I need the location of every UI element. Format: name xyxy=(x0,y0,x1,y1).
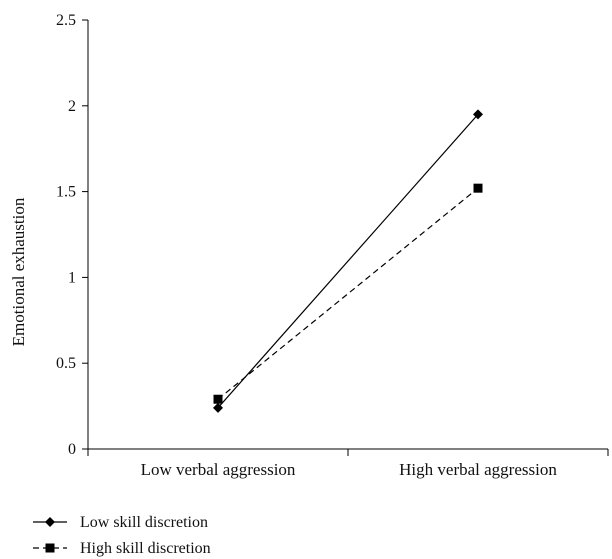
x-axis-categories: Low verbal aggression High verbal aggress… xyxy=(87,449,609,479)
series-high-skill-discretion xyxy=(213,183,483,404)
chart-axes xyxy=(87,20,608,450)
data-point xyxy=(473,109,483,120)
y-axis-title: Emotional exhaustion xyxy=(9,197,28,346)
legend-marker xyxy=(45,543,55,553)
y-tick-label: 1.5 xyxy=(56,184,76,201)
series-low-skill-discretion xyxy=(213,109,483,413)
data-point xyxy=(473,183,483,193)
y-axis-ticks: 0 0.5 1 1.5 2 2.5 xyxy=(56,12,88,458)
legend-item: Low skill discretion xyxy=(33,514,208,531)
y-tick-label: 2.5 xyxy=(56,12,76,29)
x-category-label: Low verbal aggression xyxy=(141,460,296,479)
legend-label: High skill discretion xyxy=(80,540,211,557)
legend-item: High skill discretion xyxy=(33,540,211,557)
data-point xyxy=(213,394,223,404)
legend-marker xyxy=(45,517,55,527)
y-tick-label: 2 xyxy=(68,98,76,115)
chart-legend: Low skill discretion High skill discretio… xyxy=(33,514,211,557)
y-tick-label: 0 xyxy=(68,441,76,458)
data-point xyxy=(213,402,223,413)
series-line xyxy=(217,113,479,409)
x-category-label: High verbal aggression xyxy=(399,460,557,479)
series-line xyxy=(217,187,479,400)
chart-series xyxy=(213,109,483,413)
legend-label: Low skill discretion xyxy=(80,514,208,531)
y-tick-label: 0.5 xyxy=(56,355,76,372)
y-tick-label: 1 xyxy=(68,269,76,286)
